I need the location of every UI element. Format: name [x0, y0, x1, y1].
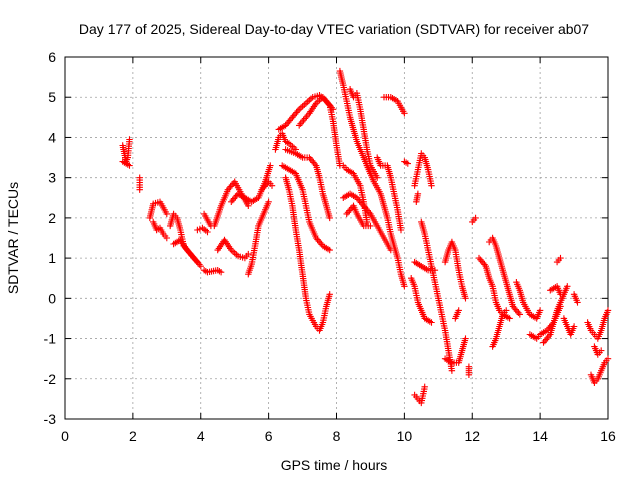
data-point	[428, 319, 435, 326]
x-tick-label: 16	[600, 428, 616, 444]
y-tick-label: 4	[48, 129, 56, 145]
data-point	[163, 234, 170, 242]
x-tick-label: 4	[197, 428, 205, 444]
data-point	[204, 228, 211, 236]
y-tick-label: 1	[48, 250, 56, 266]
x-axis-label: GPS time / hours	[281, 457, 388, 473]
data-point	[136, 186, 143, 193]
data-point	[564, 283, 571, 290]
x-tick-label: 0	[61, 428, 69, 444]
data-point	[462, 335, 469, 342]
data-point	[570, 323, 578, 330]
data-point	[265, 198, 272, 205]
y-tick-label: -1	[44, 331, 57, 347]
x-tick-label: 8	[333, 428, 341, 444]
data-point	[516, 311, 523, 318]
data-point	[604, 355, 612, 362]
data-point	[503, 307, 510, 314]
data-point	[421, 383, 428, 390]
data-point	[475, 254, 483, 262]
y-tick-label: 0	[48, 290, 56, 306]
data-point	[604, 307, 612, 314]
x-tick-label: 10	[397, 428, 413, 444]
data-point	[245, 250, 252, 258]
data-point	[557, 254, 564, 262]
data-point	[363, 218, 371, 226]
y-tick-label: 5	[48, 89, 56, 105]
data-point	[163, 210, 170, 218]
data-point	[326, 246, 333, 254]
y-tick-label: 3	[48, 170, 56, 186]
data-point	[455, 307, 462, 314]
data-point	[598, 347, 605, 354]
data-point	[367, 222, 374, 230]
x-tick-label: 12	[464, 428, 480, 444]
y-tick-label: 6	[48, 49, 56, 65]
data-point	[465, 371, 473, 378]
data-point	[267, 162, 274, 169]
data-point	[506, 315, 513, 322]
y-tick-label: -2	[44, 371, 57, 387]
data-point	[217, 269, 225, 276]
data-points	[119, 67, 612, 407]
data-point	[557, 291, 564, 298]
data-point	[536, 307, 544, 314]
data-point	[268, 182, 276, 189]
data-point	[197, 263, 204, 270]
x-tick-label: 14	[532, 428, 548, 444]
data-point	[428, 182, 435, 189]
data-point	[472, 214, 479, 222]
data-point	[431, 267, 439, 274]
data-point	[401, 110, 408, 117]
data-point	[448, 367, 456, 374]
y-tick-label: -3	[44, 411, 57, 427]
x-tick-label: 6	[265, 428, 273, 444]
data-point	[245, 202, 252, 209]
data-point	[126, 136, 133, 143]
data-point	[126, 162, 133, 169]
data-point	[397, 226, 405, 234]
chart-title: Day 177 of 2025, Sidereal Day-to-day VTE…	[79, 21, 589, 37]
data-point	[414, 190, 422, 197]
y-tick-label: 2	[48, 210, 56, 226]
x-tick-label: 2	[129, 428, 137, 444]
data-point	[404, 160, 411, 167]
grid-lines	[65, 57, 608, 419]
data-point	[326, 214, 333, 222]
data-point	[462, 295, 469, 302]
data-point	[326, 291, 333, 298]
data-point	[574, 299, 581, 306]
y-axis-label: SDTVAR / TECUs	[5, 182, 21, 294]
data-point	[401, 283, 408, 290]
